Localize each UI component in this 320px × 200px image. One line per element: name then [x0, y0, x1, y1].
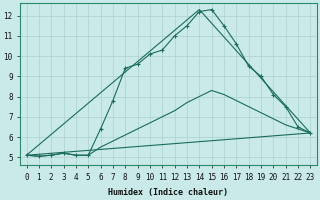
X-axis label: Humidex (Indice chaleur): Humidex (Indice chaleur) — [108, 188, 228, 197]
